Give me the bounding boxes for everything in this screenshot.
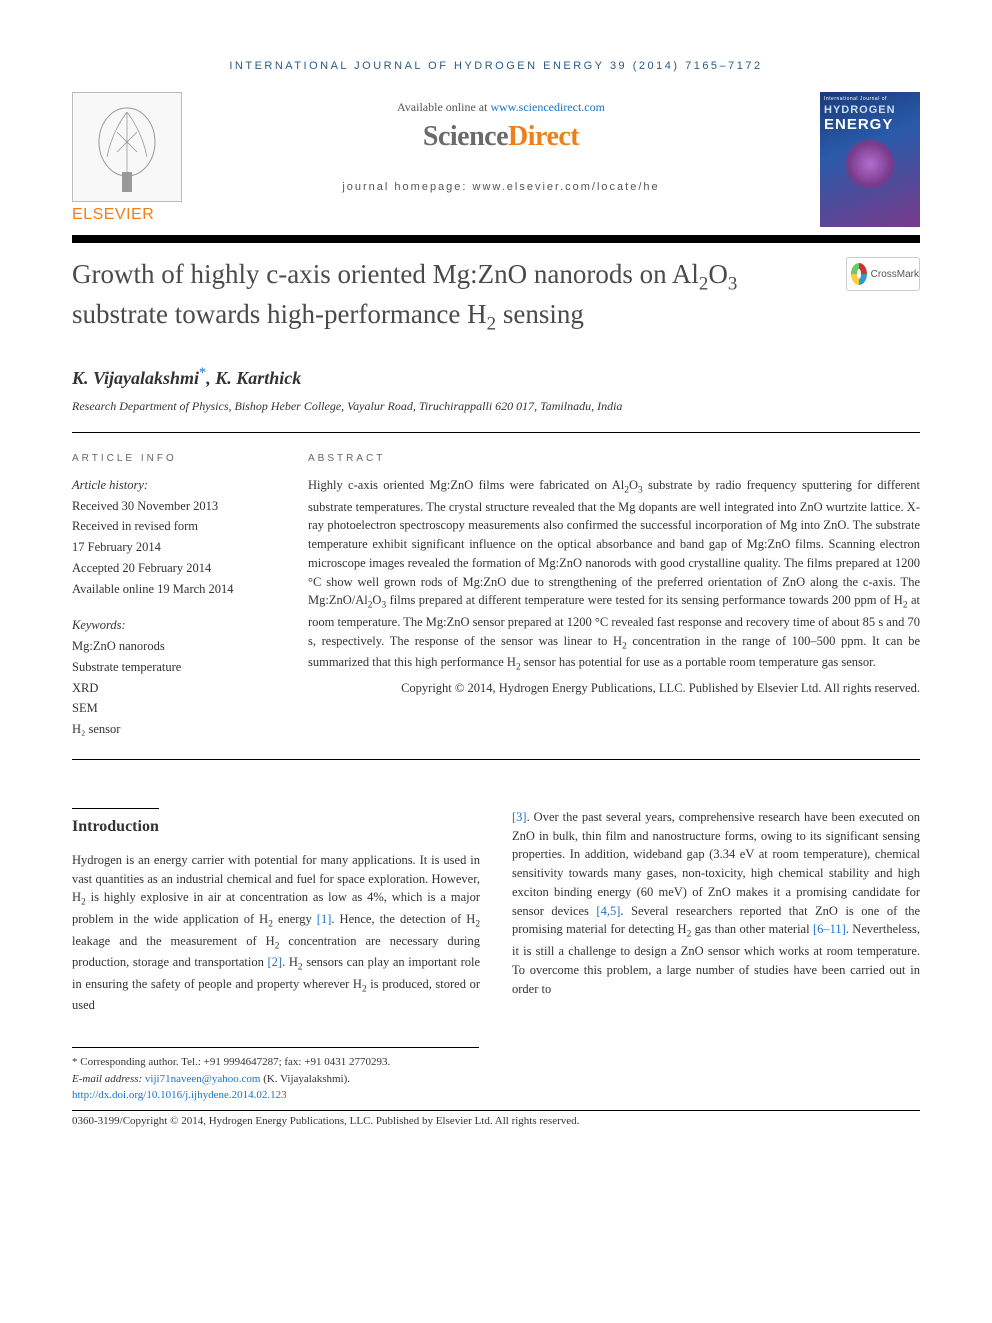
email-paren: (K. Vijayalakshmi). bbox=[260, 1073, 350, 1085]
elsevier-tree-icon bbox=[72, 92, 182, 202]
body-columns: Introduction Hydrogen is an energy carri… bbox=[72, 808, 920, 1015]
history-item: 17 February 2014 bbox=[72, 538, 272, 557]
abstract-text: Highly c-axis oriented Mg:ZnO films were… bbox=[308, 476, 920, 675]
available-online-line: Available online at www.sciencedirect.co… bbox=[198, 100, 804, 115]
cover-energy: ENERGY bbox=[824, 116, 916, 133]
history-item: Accepted 20 February 2014 bbox=[72, 559, 272, 578]
history-item: Received in revised form bbox=[72, 517, 272, 536]
running-head: INTERNATIONAL JOURNAL OF HYDROGEN ENERGY… bbox=[72, 60, 920, 72]
article-info-label: ARTICLE INFO bbox=[72, 451, 272, 466]
cover-hydrogen: HYDROGEN bbox=[824, 104, 916, 116]
header-center: Available online at www.sciencedirect.co… bbox=[198, 92, 804, 193]
sd-direct: Direct bbox=[508, 121, 579, 152]
email-line: E-mail address: viji71naveen@yahoo.com (… bbox=[72, 1071, 479, 1088]
issn-copyright: 0360-3199/Copyright © 2014, Hydrogen Ene… bbox=[72, 1115, 920, 1127]
journal-header: ELSEVIER Available online at www.science… bbox=[72, 92, 920, 227]
crossmark-label: CrossMark bbox=[871, 269, 919, 280]
abstract-label: ABSTRACT bbox=[308, 451, 920, 466]
abstract-copyright: Copyright © 2014, Hydrogen Energy Public… bbox=[308, 679, 920, 698]
crossmark-icon bbox=[851, 263, 867, 285]
history-item: Available online 19 March 2014 bbox=[72, 580, 272, 599]
title-row: Growth of highly c-axis oriented Mg:ZnO … bbox=[72, 257, 920, 337]
info-top-rule bbox=[72, 432, 920, 433]
cover-glow-icon bbox=[845, 139, 895, 189]
title-rule bbox=[72, 235, 920, 243]
footnotes: * Corresponding author. Tel.: +91 999464… bbox=[72, 1047, 479, 1104]
abstract: ABSTRACT Highly c-axis oriented Mg:ZnO f… bbox=[308, 451, 920, 741]
journal-homepage-line: journal homepage: www.elsevier.com/locat… bbox=[198, 181, 804, 193]
intro-para-1: Hydrogen is an energy carrier with poten… bbox=[72, 851, 480, 1015]
elsevier-logo: ELSEVIER bbox=[72, 92, 182, 224]
info-bottom-rule bbox=[72, 759, 920, 760]
doi-link[interactable]: http://dx.doi.org/10.1016/j.ijhydene.201… bbox=[72, 1089, 287, 1101]
keywords-list: Mg:ZnO nanorods Substrate temperature XRDS… bbox=[72, 637, 272, 739]
authors: K. Vijayalakshmi*, K. Karthick bbox=[72, 365, 920, 389]
email-label: E-mail address: bbox=[72, 1073, 145, 1085]
keyword-item: Mg:ZnO nanorods bbox=[72, 637, 272, 656]
info-abstract-block: ARTICLE INFO Article history: Received 3… bbox=[72, 451, 920, 741]
keywords-head: Keywords: bbox=[72, 616, 272, 635]
available-prefix: Available online at bbox=[397, 100, 490, 114]
affiliation: Research Department of Physics, Bishop H… bbox=[72, 399, 920, 414]
cover-top-text: International Journal of bbox=[824, 96, 916, 102]
article-title: Growth of highly c-axis oriented Mg:ZnO … bbox=[72, 257, 834, 337]
keyword-item: Substrate temperature bbox=[72, 658, 272, 677]
keyword-item: SEM bbox=[72, 699, 272, 718]
article-info: ARTICLE INFO Article history: Received 3… bbox=[72, 451, 272, 741]
crossmark-badge[interactable]: CrossMark bbox=[846, 257, 920, 291]
bottom-rule bbox=[72, 1110, 920, 1111]
history-item: Received 30 November 2013 bbox=[72, 497, 272, 516]
sciencedirect-logo: ScienceDirect bbox=[198, 121, 804, 153]
sciencedirect-link[interactable]: www.sciencedirect.com bbox=[490, 100, 605, 114]
history-head: Article history: bbox=[72, 476, 272, 495]
journal-cover-thumb: International Journal of HYDROGEN ENERGY bbox=[820, 92, 920, 227]
intro-para-2: [3]. Over the past several years, compre… bbox=[512, 808, 920, 998]
sd-science: Science bbox=[423, 121, 508, 152]
corresponding-author: * Corresponding author. Tel.: +91 999464… bbox=[72, 1054, 479, 1071]
intro-heading: Introduction bbox=[72, 808, 159, 839]
keyword-item: XRD bbox=[72, 679, 272, 698]
history-list: Received 30 November 2013Received in rev… bbox=[72, 497, 272, 599]
keyword-item: H₂ sensor bbox=[72, 720, 272, 739]
email-link[interactable]: viji71naveen@yahoo.com bbox=[145, 1073, 261, 1085]
elsevier-wordmark: ELSEVIER bbox=[72, 206, 182, 224]
